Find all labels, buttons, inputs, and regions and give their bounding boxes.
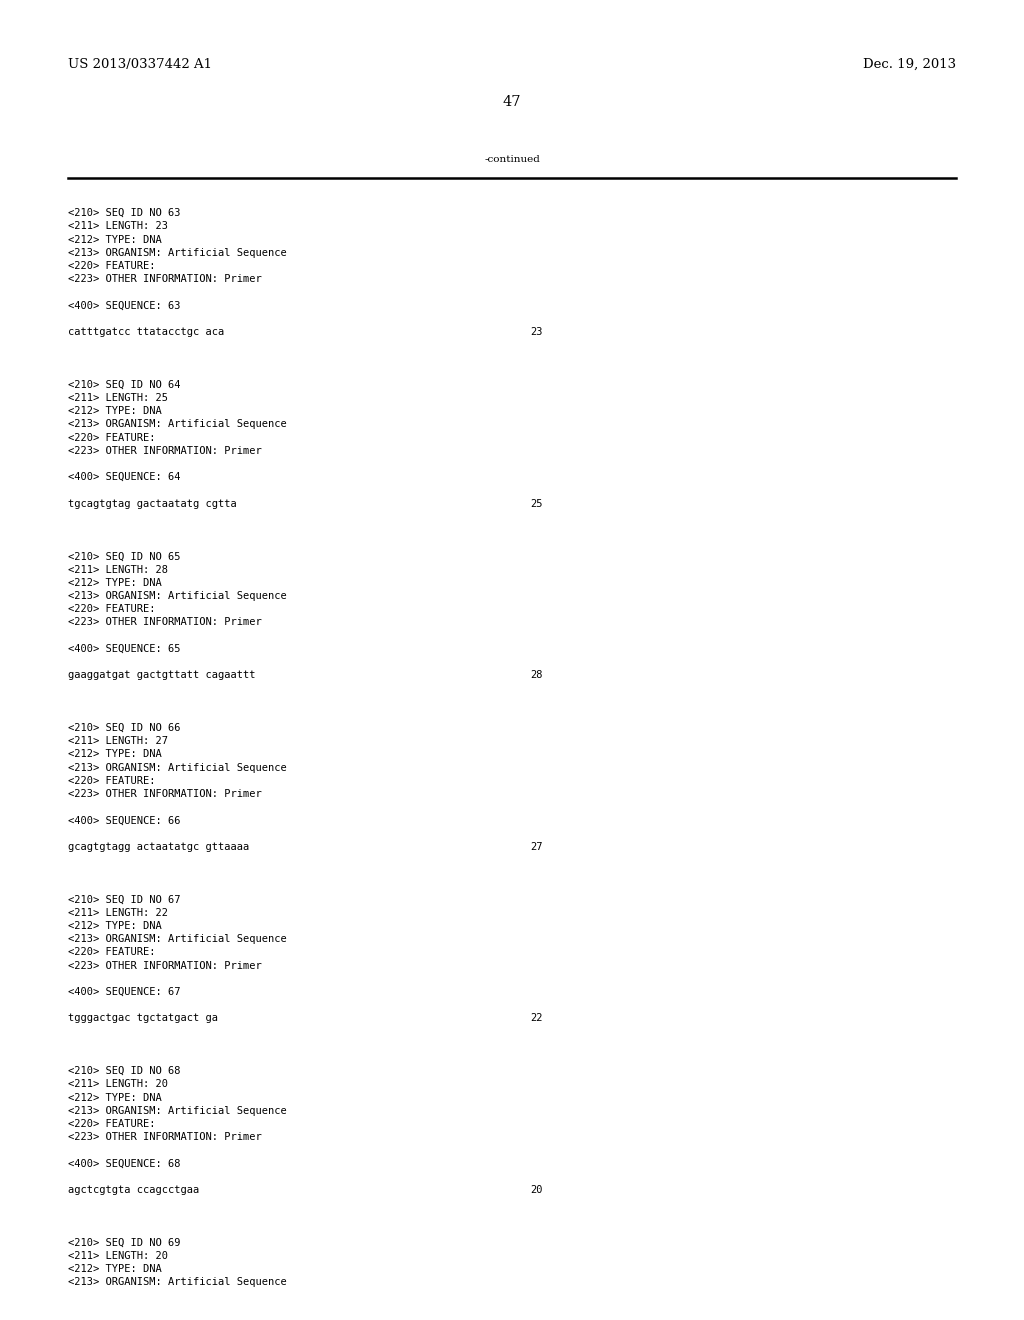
Text: tgcagtgtag gactaatatg cgtta: tgcagtgtag gactaatatg cgtta (68, 499, 237, 508)
Text: <212> TYPE: DNA: <212> TYPE: DNA (68, 235, 162, 244)
Text: <223> OTHER INFORMATION: Primer: <223> OTHER INFORMATION: Primer (68, 275, 262, 284)
Text: catttgatcc ttatacctgc aca: catttgatcc ttatacctgc aca (68, 327, 224, 337)
Text: <212> TYPE: DNA: <212> TYPE: DNA (68, 921, 162, 931)
Text: <210> SEQ ID NO 65: <210> SEQ ID NO 65 (68, 552, 180, 561)
Text: <213> ORGANISM: Artificial Sequence: <213> ORGANISM: Artificial Sequence (68, 763, 287, 772)
Text: US 2013/0337442 A1: US 2013/0337442 A1 (68, 58, 212, 71)
Text: <212> TYPE: DNA: <212> TYPE: DNA (68, 1265, 162, 1274)
Text: <211> LENGTH: 23: <211> LENGTH: 23 (68, 222, 168, 231)
Text: -continued: -continued (484, 154, 540, 164)
Text: <212> TYPE: DNA: <212> TYPE: DNA (68, 407, 162, 416)
Text: 47: 47 (503, 95, 521, 110)
Text: <400> SEQUENCE: 68: <400> SEQUENCE: 68 (68, 1159, 180, 1168)
Text: 25: 25 (530, 499, 543, 508)
Text: agctcgtgta ccagcctgaa: agctcgtgta ccagcctgaa (68, 1185, 200, 1195)
Text: tgggactgac tgctatgact ga: tgggactgac tgctatgact ga (68, 1014, 218, 1023)
Text: <211> LENGTH: 20: <211> LENGTH: 20 (68, 1080, 168, 1089)
Text: <211> LENGTH: 25: <211> LENGTH: 25 (68, 393, 168, 403)
Text: <212> TYPE: DNA: <212> TYPE: DNA (68, 1093, 162, 1102)
Text: <213> ORGANISM: Artificial Sequence: <213> ORGANISM: Artificial Sequence (68, 1106, 287, 1115)
Text: <213> ORGANISM: Artificial Sequence: <213> ORGANISM: Artificial Sequence (68, 1278, 287, 1287)
Text: <213> ORGANISM: Artificial Sequence: <213> ORGANISM: Artificial Sequence (68, 420, 287, 429)
Text: <213> ORGANISM: Artificial Sequence: <213> ORGANISM: Artificial Sequence (68, 935, 287, 944)
Text: <400> SEQUENCE: 66: <400> SEQUENCE: 66 (68, 816, 180, 825)
Text: <223> OTHER INFORMATION: Primer: <223> OTHER INFORMATION: Primer (68, 446, 262, 455)
Text: <223> OTHER INFORMATION: Primer: <223> OTHER INFORMATION: Primer (68, 1133, 262, 1142)
Text: Dec. 19, 2013: Dec. 19, 2013 (863, 58, 956, 71)
Text: <220> FEATURE:: <220> FEATURE: (68, 433, 156, 442)
Text: <213> ORGANISM: Artificial Sequence: <213> ORGANISM: Artificial Sequence (68, 248, 287, 257)
Text: <210> SEQ ID NO 63: <210> SEQ ID NO 63 (68, 209, 180, 218)
Text: 28: 28 (530, 671, 543, 680)
Text: <210> SEQ ID NO 66: <210> SEQ ID NO 66 (68, 723, 180, 733)
Text: 27: 27 (530, 842, 543, 851)
Text: <210> SEQ ID NO 69: <210> SEQ ID NO 69 (68, 1238, 180, 1247)
Text: <220> FEATURE:: <220> FEATURE: (68, 776, 156, 785)
Text: 20: 20 (530, 1185, 543, 1195)
Text: <212> TYPE: DNA: <212> TYPE: DNA (68, 578, 162, 587)
Text: <210> SEQ ID NO 67: <210> SEQ ID NO 67 (68, 895, 180, 904)
Text: <210> SEQ ID NO 68: <210> SEQ ID NO 68 (68, 1067, 180, 1076)
Text: <210> SEQ ID NO 64: <210> SEQ ID NO 64 (68, 380, 180, 389)
Text: <220> FEATURE:: <220> FEATURE: (68, 261, 156, 271)
Text: <220> FEATURE:: <220> FEATURE: (68, 948, 156, 957)
Text: <220> FEATURE:: <220> FEATURE: (68, 605, 156, 614)
Text: <211> LENGTH: 28: <211> LENGTH: 28 (68, 565, 168, 574)
Text: <223> OTHER INFORMATION: Primer: <223> OTHER INFORMATION: Primer (68, 618, 262, 627)
Text: <223> OTHER INFORMATION: Primer: <223> OTHER INFORMATION: Primer (68, 789, 262, 799)
Text: <211> LENGTH: 22: <211> LENGTH: 22 (68, 908, 168, 917)
Text: gaaggatgat gactgttatt cagaattt: gaaggatgat gactgttatt cagaattt (68, 671, 256, 680)
Text: <400> SEQUENCE: 65: <400> SEQUENCE: 65 (68, 644, 180, 653)
Text: <400> SEQUENCE: 64: <400> SEQUENCE: 64 (68, 473, 180, 482)
Text: 23: 23 (530, 327, 543, 337)
Text: <212> TYPE: DNA: <212> TYPE: DNA (68, 750, 162, 759)
Text: <211> LENGTH: 27: <211> LENGTH: 27 (68, 737, 168, 746)
Text: <211> LENGTH: 20: <211> LENGTH: 20 (68, 1251, 168, 1261)
Text: <213> ORGANISM: Artificial Sequence: <213> ORGANISM: Artificial Sequence (68, 591, 287, 601)
Text: 22: 22 (530, 1014, 543, 1023)
Text: <220> FEATURE:: <220> FEATURE: (68, 1119, 156, 1129)
Text: <223> OTHER INFORMATION: Primer: <223> OTHER INFORMATION: Primer (68, 961, 262, 970)
Text: <400> SEQUENCE: 63: <400> SEQUENCE: 63 (68, 301, 180, 310)
Text: gcagtgtagg actaatatgc gttaaaa: gcagtgtagg actaatatgc gttaaaa (68, 842, 249, 851)
Text: <400> SEQUENCE: 67: <400> SEQUENCE: 67 (68, 987, 180, 997)
